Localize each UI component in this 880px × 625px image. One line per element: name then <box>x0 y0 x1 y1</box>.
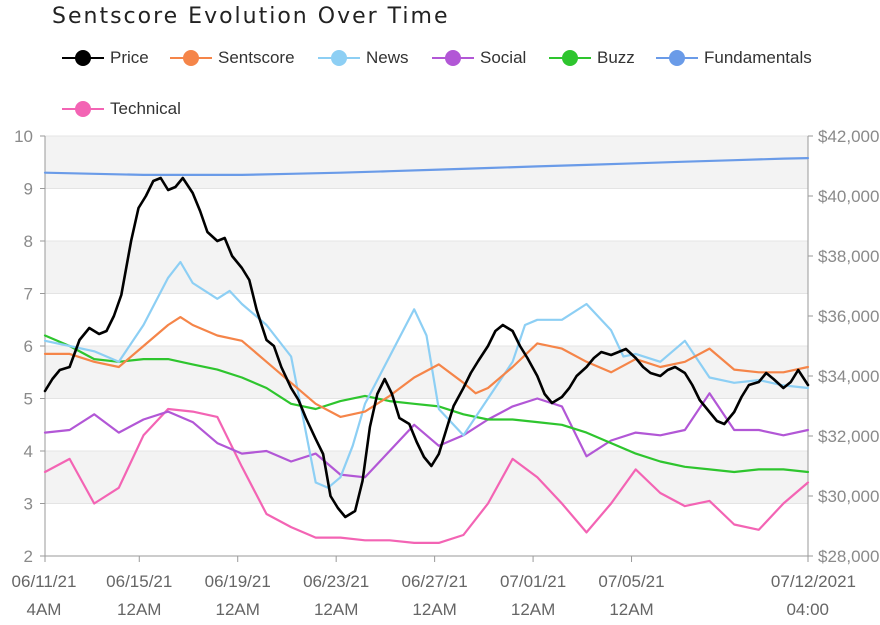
y-right-tick-label: $28,000 <box>818 547 879 566</box>
series-line-social <box>43 392 810 479</box>
x-tick-label-time: 12AM <box>511 600 555 619</box>
y-left-tick-label: 7 <box>24 285 33 304</box>
legend-label-sentscore: Sentscore <box>218 48 295 67</box>
x-tick-label-date: 07/01/21 <box>500 572 566 591</box>
y-right-tick-label: $32,000 <box>818 427 879 446</box>
y-right-tick-label: $40,000 <box>818 187 879 206</box>
legend-marker-price <box>62 50 104 66</box>
legend-item-fundamentals[interactable]: Fundamentals <box>656 47 812 69</box>
legend-item-sentscore[interactable]: Sentscore <box>170 47 295 69</box>
x-tick-label-time: 12AM <box>117 600 161 619</box>
y-left-tick-label: 2 <box>24 547 33 566</box>
x-tick-label-date: 06/27/21 <box>402 572 468 591</box>
x-tick-label-date: 06/15/21 <box>106 572 172 591</box>
x-tick-label-date: 07/12/2021 <box>771 572 856 591</box>
legend-marker-technical <box>62 101 104 117</box>
legend-marker-news <box>318 50 360 66</box>
legend-marker-buzz <box>549 50 591 66</box>
legend-marker-fundamentals <box>656 50 698 66</box>
legend-item-buzz[interactable]: Buzz <box>549 47 635 69</box>
legend-marker-sentscore <box>170 50 212 66</box>
series-line-fundamentals <box>43 157 810 176</box>
x-tick-label-date: 06/23/21 <box>303 572 369 591</box>
x-tick-label-date: 06/19/21 <box>205 572 271 591</box>
y-left-tick-label: 8 <box>24 232 33 251</box>
y-right-tick-label: $42,000 <box>818 127 879 146</box>
chart-legend: Price Sentscore News Social Buzz Fundame… <box>0 0 880 130</box>
legend-label-news: News <box>366 48 409 67</box>
grid-band <box>45 346 808 399</box>
x-tick-label-time: 12AM <box>412 600 456 619</box>
y-left-tick-label: 3 <box>24 495 33 514</box>
y-left-tick-label: 9 <box>24 180 33 199</box>
x-tick-label-time: 12AM <box>609 600 653 619</box>
x-tick-label-time: 12AM <box>216 600 260 619</box>
x-tick-label-date: 07/05/21 <box>598 572 664 591</box>
legend-item-technical[interactable]: Technical <box>62 98 181 120</box>
legend-label-technical: Technical <box>110 99 181 118</box>
y-left-tick-label: 6 <box>24 337 33 356</box>
legend-label-price: Price <box>110 48 149 67</box>
series-line-buzz <box>43 334 810 474</box>
x-tick-label-time: 4AM <box>27 600 62 619</box>
y-left-tick-label: 10 <box>14 127 33 146</box>
y-right-tick-label: $36,000 <box>818 307 879 326</box>
series-line-sentscore <box>43 316 810 418</box>
legend-label-buzz: Buzz <box>597 48 635 67</box>
legend-label-fundamentals: Fundamentals <box>704 48 812 67</box>
series-line-technical <box>43 407 810 544</box>
x-tick-label-time: 04:00 <box>786 600 829 619</box>
series-line-news <box>43 260 810 489</box>
y-right-tick-label: $30,000 <box>818 487 879 506</box>
series-line-price <box>43 176 810 519</box>
legend-item-price[interactable]: Price <box>62 47 149 69</box>
y-left-tick-label: 5 <box>24 390 33 409</box>
x-tick-label-time: 12AM <box>314 600 358 619</box>
x-tick-label-date: 06/11/21 <box>12 572 77 591</box>
legend-item-social[interactable]: Social <box>432 47 526 69</box>
y-right-tick-label: $34,000 <box>818 367 879 386</box>
y-right-tick-label: $38,000 <box>818 247 879 266</box>
grid-band <box>45 241 808 294</box>
chart-title: Sentscore Evolution Over Time <box>52 4 450 29</box>
legend-label-social: Social <box>480 48 527 67</box>
legend-marker-social <box>432 50 474 66</box>
y-left-tick-label: 4 <box>24 442 33 461</box>
legend-item-news[interactable]: News <box>318 47 409 69</box>
